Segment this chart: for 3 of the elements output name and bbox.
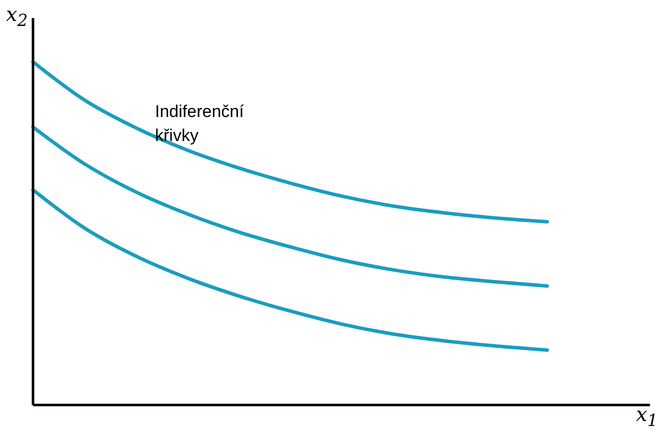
annotation: Indiferenční křivky (155, 101, 245, 147)
x-axis-title: x$_{1}$ (636, 402, 658, 430)
y-axis-title: x$_{2}$ (6, 2, 28, 30)
